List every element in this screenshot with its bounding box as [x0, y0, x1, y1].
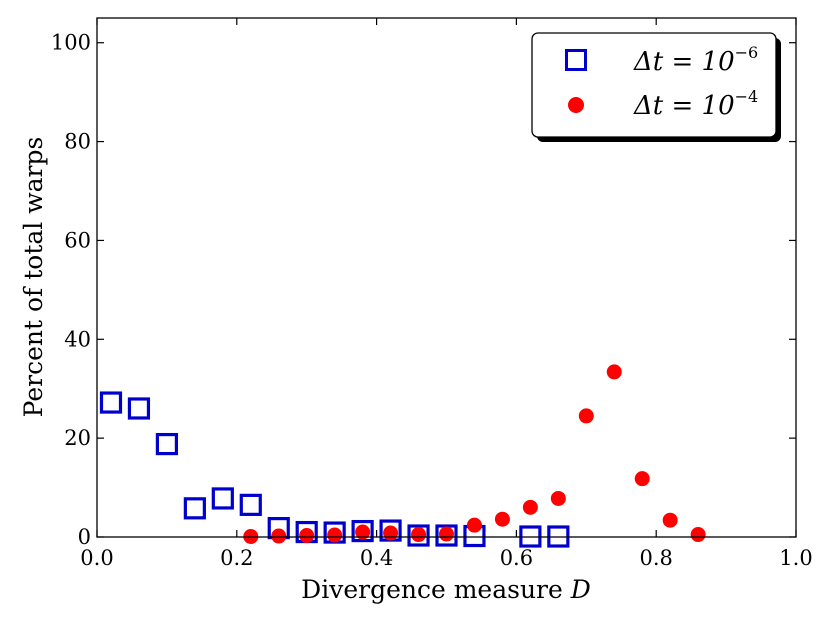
y-tick-label: 0 — [78, 525, 91, 549]
data-point-series-1 — [494, 511, 510, 527]
y-tick-label: 40 — [64, 327, 91, 351]
y-tick-label: 20 — [64, 426, 91, 450]
data-point-series-1 — [466, 517, 482, 533]
data-point-series-1 — [690, 527, 706, 543]
data-point-series-0 — [183, 497, 206, 520]
data-point-series-0 — [127, 397, 151, 420]
x-tick-label: 0.4 — [360, 546, 393, 570]
data-point-series-0 — [435, 524, 458, 547]
legend-marker-series-1 — [568, 97, 584, 113]
plot-frame — [96, 17, 797, 538]
ticks-layer: 0.0 0.2 0.4 0.6 0.8 1.0 0 20 40 60 80 100 — [51, 18, 813, 570]
data-point-series-1 — [439, 526, 454, 542]
x-axis-label: Divergence measure D — [301, 575, 591, 604]
data-point-series-0 — [239, 493, 262, 516]
data-point-series-1 — [271, 528, 287, 544]
x-tick-label: 0.0 — [80, 546, 113, 570]
data-point-series-1 — [634, 471, 650, 487]
marks-layer — [99, 364, 706, 548]
data-point-series-0 — [407, 524, 430, 547]
legend: Δt = 10−6 Δt = 10−4 — [531, 32, 781, 142]
data-point-series-1 — [327, 527, 343, 543]
data-point-series-1 — [383, 525, 399, 541]
data-point-series-1 — [299, 528, 315, 544]
legend-label-series-1: Δt = 10−4 — [633, 87, 758, 121]
x-tick-label: 0.2 — [220, 546, 253, 570]
data-point-series-1 — [606, 364, 622, 380]
x-tick-label: 0.6 — [500, 546, 533, 570]
y-tick-label: 100 — [51, 31, 91, 55]
data-point-series-0 — [211, 487, 234, 510]
data-point-series-0 — [351, 519, 374, 543]
data-point-series-1 — [355, 524, 371, 540]
y-tick-label: 60 — [64, 228, 91, 252]
legend-marker-series-0 — [565, 49, 587, 71]
x-tick-label: 1.0 — [779, 546, 812, 570]
x-tick-label: 0.8 — [639, 546, 672, 570]
y-axis-label: Percent of total warps — [19, 137, 48, 418]
data-point-series-1 — [411, 527, 427, 543]
legend-label-series-0: Δt = 10−6 — [633, 43, 758, 77]
legend-box — [531, 32, 777, 138]
y-tick-label: 80 — [64, 130, 91, 154]
data-point-series-1 — [578, 408, 594, 424]
data-point-series-0 — [155, 432, 178, 456]
data-point-series-1 — [550, 490, 566, 506]
data-point-series-1 — [662, 512, 678, 528]
data-point-series-1 — [522, 499, 538, 515]
data-point-series-0 — [99, 391, 123, 414]
